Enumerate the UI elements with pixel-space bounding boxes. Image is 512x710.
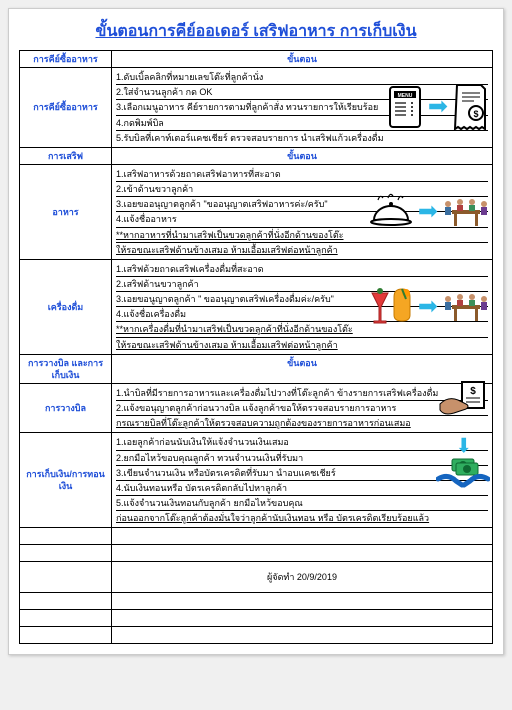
section2-header-left: การเสริฟ xyxy=(20,147,112,164)
section3-row1-label: การวางบิล xyxy=(20,383,112,432)
section3-row1-content: 1.นำบิลที่มีรายการอาหารและเครื่องดื่มไปว… xyxy=(112,383,493,432)
dining-table-icon xyxy=(442,289,490,325)
arrow-icon: ➡ xyxy=(418,295,438,319)
main-table: การคีย์ซื้ออาหาร ขั้นตอน การคีย์ซื้ออาหา… xyxy=(19,50,493,644)
arrow-down-icon: ➡ xyxy=(453,437,473,454)
section3-header: การวางบิล และการเก็บเงิน ขั้นตอน xyxy=(20,354,493,383)
arrow-icon: ➡ xyxy=(428,95,448,119)
s3r1-under: กรณรายบิลที่โต๊ะลูกค้าให้ตรวจสอบความถูกต… xyxy=(116,416,488,430)
section3-header-right: ขั้นตอน xyxy=(112,354,493,383)
section1-illustration: MENU ➡ xyxy=(386,70,490,145)
section2-row2: เครื่องดื่ม 1.เสริฟด้วยถาดเสริฟเครื่องดื… xyxy=(20,259,493,354)
section3-row1: การวางบิล 1.นำบิลที่มีรายการอาหารและเครื… xyxy=(20,383,493,432)
section2-row1: อาหาร 1.เสริฟอาหารด้วยถาดเสริฟอาหารที่สะ… xyxy=(20,164,493,259)
footer-text: ผู้จัดทำ 20/9/2019 xyxy=(112,562,493,593)
hand-bill-icon: $ xyxy=(438,380,490,418)
section2-row2-label: เครื่องดื่ม xyxy=(20,259,112,354)
spacer-row xyxy=(20,528,493,545)
section3-row2-illustration: ➡ xyxy=(436,435,490,525)
section1-row-label: การคีย์ซื้ออาหาร xyxy=(20,68,112,148)
spacer-row xyxy=(20,627,493,644)
dining-table-icon xyxy=(442,194,490,230)
receipt-icon: $ xyxy=(452,81,490,133)
menu-icon: MENU xyxy=(386,83,424,131)
section2-row1-label: อาหาร xyxy=(20,164,112,259)
s3r1-line: 1.นำบิลที่มีรายการอาหารและเครื่องดื่มไปว… xyxy=(116,386,488,401)
s3r2-line: 1.เอยลูกค้าก่อนนับเงินให้แจ้งจำนวนเงินเส… xyxy=(116,435,488,450)
section1-content: 1.ดับเบิ้ลคลิกที่หมายเลขโต๊ะที่ลูกค้านั่… xyxy=(112,68,493,148)
svg-text:MENU: MENU xyxy=(398,93,413,99)
section3-illustration: $ xyxy=(438,380,490,418)
svg-text:$: $ xyxy=(473,109,478,119)
section2-row1-illustration: ➡ xyxy=(368,167,490,257)
section2-row2-content: 1.เสริฟด้วยถาดเสริฟเครื่องดื่มที่สะอาด 2… xyxy=(112,259,493,354)
section3-header-left: การวางบิล และการเก็บเงิน xyxy=(20,354,112,383)
s3r2-line: 3.เขียนจำนวนเงิน หรือบัตรเครดิตที่รับมา … xyxy=(116,466,488,481)
section1-header-right: ขั้นตอน xyxy=(112,51,493,68)
section2-header-right: ขั้นตอน xyxy=(112,147,493,164)
spacer-row xyxy=(20,545,493,562)
s3r2-under: ก่อนออกจากโต๊ะลูกค้าต้องมั่นใจว่าลูกค้าน… xyxy=(116,511,488,525)
svg-text:$: $ xyxy=(470,386,476,397)
section1-row: การคีย์ซื้ออาหาร 1.ดับเบิ้ลคลิกที่หมายเล… xyxy=(20,68,493,148)
drinks-icon xyxy=(368,285,414,329)
spacer-row xyxy=(20,610,493,627)
section2-row1-content: 1.เสริฟอาหารด้วยถาดเสริฟอาหารที่สะอาด 2.… xyxy=(112,164,493,259)
cloche-icon xyxy=(368,192,414,232)
section2-row2-illustration: ➡ xyxy=(368,262,490,352)
s3r1-line: 2.แจ้งขอนุญาตลูกค้าก่อนวางบิล แจ้งลูกค้า… xyxy=(116,401,488,416)
spacer-row xyxy=(20,593,493,610)
section2-header: การเสริฟ ขั้นตอน xyxy=(20,147,493,164)
money-handshake-icon xyxy=(436,455,490,493)
s3r2-line: 5.แจ้งจำนวนเงินทอนกับลูกค้า ยกมือไหว้ขอบ… xyxy=(116,496,488,511)
s3r2-line: 4.นับเงินทอนหรือ บัตรเครดิตกลับไปหาลูกค้… xyxy=(116,481,488,496)
section1-header: การคีย์ซื้ออาหาร ขั้นตอน xyxy=(20,51,493,68)
section3-row2-label: การเก็บเงิน/การทอนเงิน xyxy=(20,433,112,528)
s3r2-line: 2.ยกมือไหว้ขอบคุณลูกค้า ทวนจำนวนเงินที่ร… xyxy=(116,451,488,466)
page-title: ขั้นตอนการคีย์ออเดอร์ เสริฟอาหาร การเก็บ… xyxy=(19,15,493,50)
footer-row: ผู้จัดทำ 20/9/2019 xyxy=(20,562,493,593)
section1-header-left: การคีย์ซื้ออาหาร xyxy=(20,51,112,68)
section3-row2-content: 1.เอยลูกค้าก่อนนับเงินให้แจ้งจำนวนเงินเส… xyxy=(112,433,493,528)
section3-row2: การเก็บเงิน/การทอนเงิน 1.เอยลูกค้าก่อนนั… xyxy=(20,433,493,528)
arrow-icon: ➡ xyxy=(418,200,438,224)
document-page: ขั้นตอนการคีย์ออเดอร์ เสริฟอาหาร การเก็บ… xyxy=(8,8,504,655)
